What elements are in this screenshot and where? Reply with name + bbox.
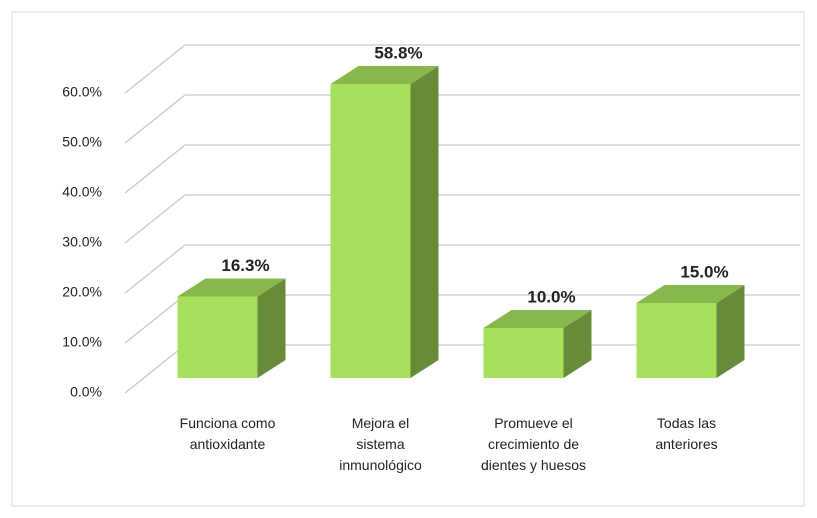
y-tick-label: 40.0% <box>62 184 102 200</box>
x-tick-label: Todas las anteriores <box>655 415 717 452</box>
bar-top <box>330 66 439 84</box>
x-tick-label: Mejora el sistema inmunológico <box>339 415 422 473</box>
y-tick-label: 30.0% <box>62 234 102 250</box>
bar-top <box>636 285 745 303</box>
value-label: 58.8% <box>374 43 422 62</box>
y-tick-label: 50.0% <box>62 134 102 150</box>
y-tick-label: 20.0% <box>62 284 102 300</box>
grid-line <box>124 244 800 294</box>
bar-side <box>716 285 745 378</box>
bar-side <box>257 278 286 378</box>
grid-line <box>124 44 800 94</box>
value-label: 15.0% <box>680 262 728 281</box>
value-label: 16.3% <box>221 256 269 275</box>
grid-line <box>124 94 800 144</box>
bar <box>483 328 564 378</box>
bar <box>330 84 411 378</box>
y-tick-label: 10.0% <box>62 334 102 350</box>
bar-side <box>410 66 439 378</box>
grid-line <box>124 194 800 244</box>
x-tick-label: Promueve el crecimiento de dientes y hueso… <box>481 415 586 473</box>
grid-line <box>124 144 800 194</box>
value-label: 10.0% <box>527 287 575 306</box>
bar-top <box>177 278 286 297</box>
bar-top <box>483 310 592 328</box>
x-tick-label: Funciona como antioxidante <box>180 415 276 452</box>
bar <box>636 303 717 378</box>
y-tick-label: 0.0% <box>70 384 102 400</box>
bar <box>177 296 258 378</box>
y-tick-label: 60.0% <box>62 84 102 100</box>
bar-side <box>563 310 592 378</box>
